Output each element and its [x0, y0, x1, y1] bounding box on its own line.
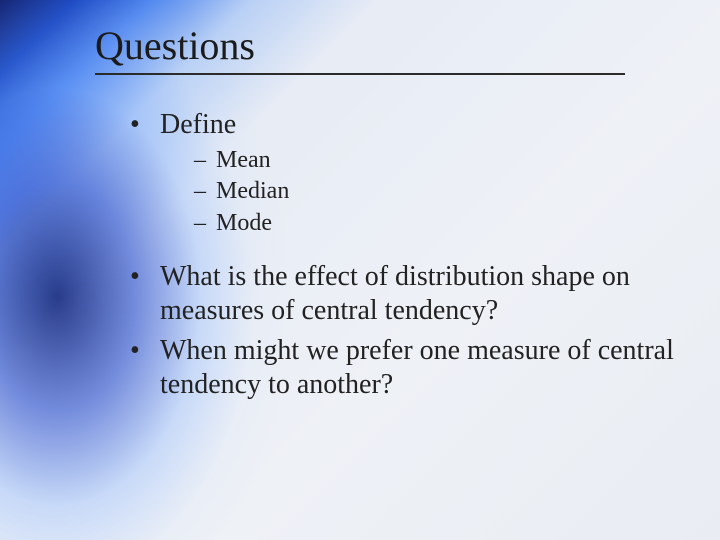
sub-bullet-text: Mode	[216, 210, 272, 236]
bullet-item: Define Mean Median Mode	[130, 108, 680, 254]
bullet-list: Define Mean Median Mode What is the effe…	[130, 108, 680, 403]
bullet-text: Define	[160, 109, 236, 140]
bullet-item: What is the effect of distribution shape…	[130, 260, 680, 328]
bullet-text: What is the effect of distribution shape…	[160, 261, 630, 326]
sub-bullet-text: Mean	[216, 147, 271, 173]
sub-bullet-item: Mean	[194, 146, 680, 175]
spacer	[160, 248, 680, 254]
sub-bullet-text: Median	[216, 178, 289, 204]
bullet-item: When might we prefer one measure of cent…	[130, 334, 680, 402]
sub-bullet-list: Mean Median Mode	[160, 146, 680, 238]
slide: Questions Define Mean Median Mode What i…	[0, 0, 720, 540]
slide-title: Questions	[95, 22, 255, 69]
slide-body: Define Mean Median Mode What is the effe…	[130, 108, 680, 409]
bullet-text: When might we prefer one measure of cent…	[160, 335, 674, 400]
sub-bullet-item: Mode	[194, 209, 680, 238]
sub-bullet-item: Median	[194, 177, 680, 206]
